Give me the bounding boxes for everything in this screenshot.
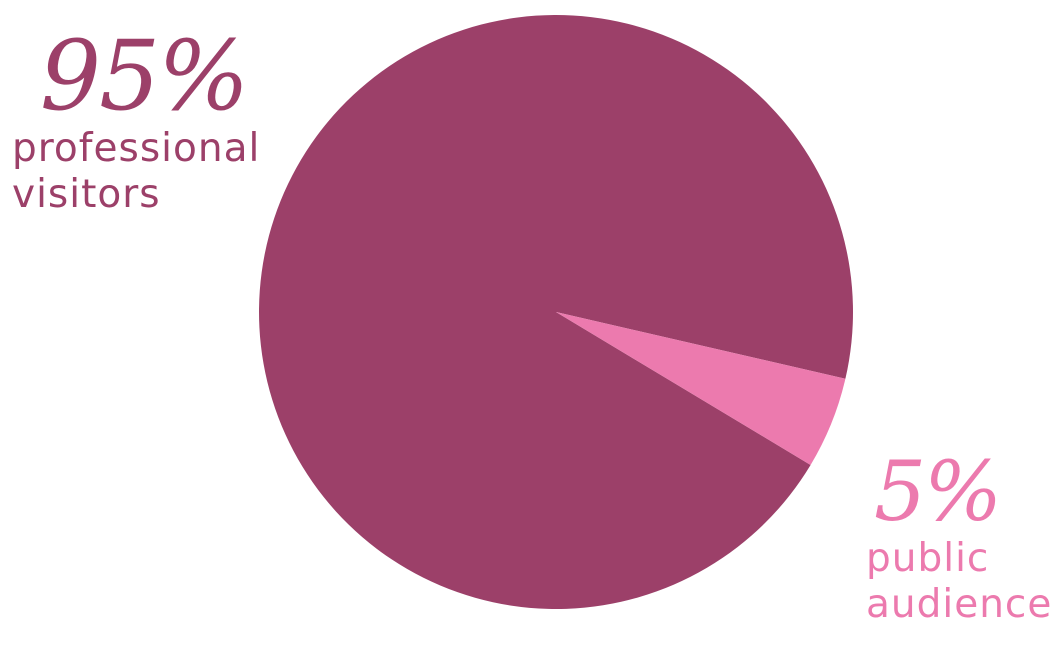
category-label-line-1-professional-visitors: professional [12, 126, 261, 171]
slice-label-professional-visitors: 95% professional visitors [12, 28, 312, 217]
pie-slice-professional-visitors [259, 15, 854, 610]
category-label-line-2-professional-visitors: visitors [12, 171, 161, 217]
category-label-line-2-public-audience: audience [866, 581, 1053, 627]
percent-label-public-audience: 5% [874, 445, 1002, 540]
pie-slice-public-audience [556, 312, 846, 465]
category-label-line-1-public-audience: public [866, 536, 990, 581]
slice-label-public-audience: 5% public audience [866, 452, 1062, 627]
percent-label-professional-visitors: 95% [40, 20, 249, 132]
